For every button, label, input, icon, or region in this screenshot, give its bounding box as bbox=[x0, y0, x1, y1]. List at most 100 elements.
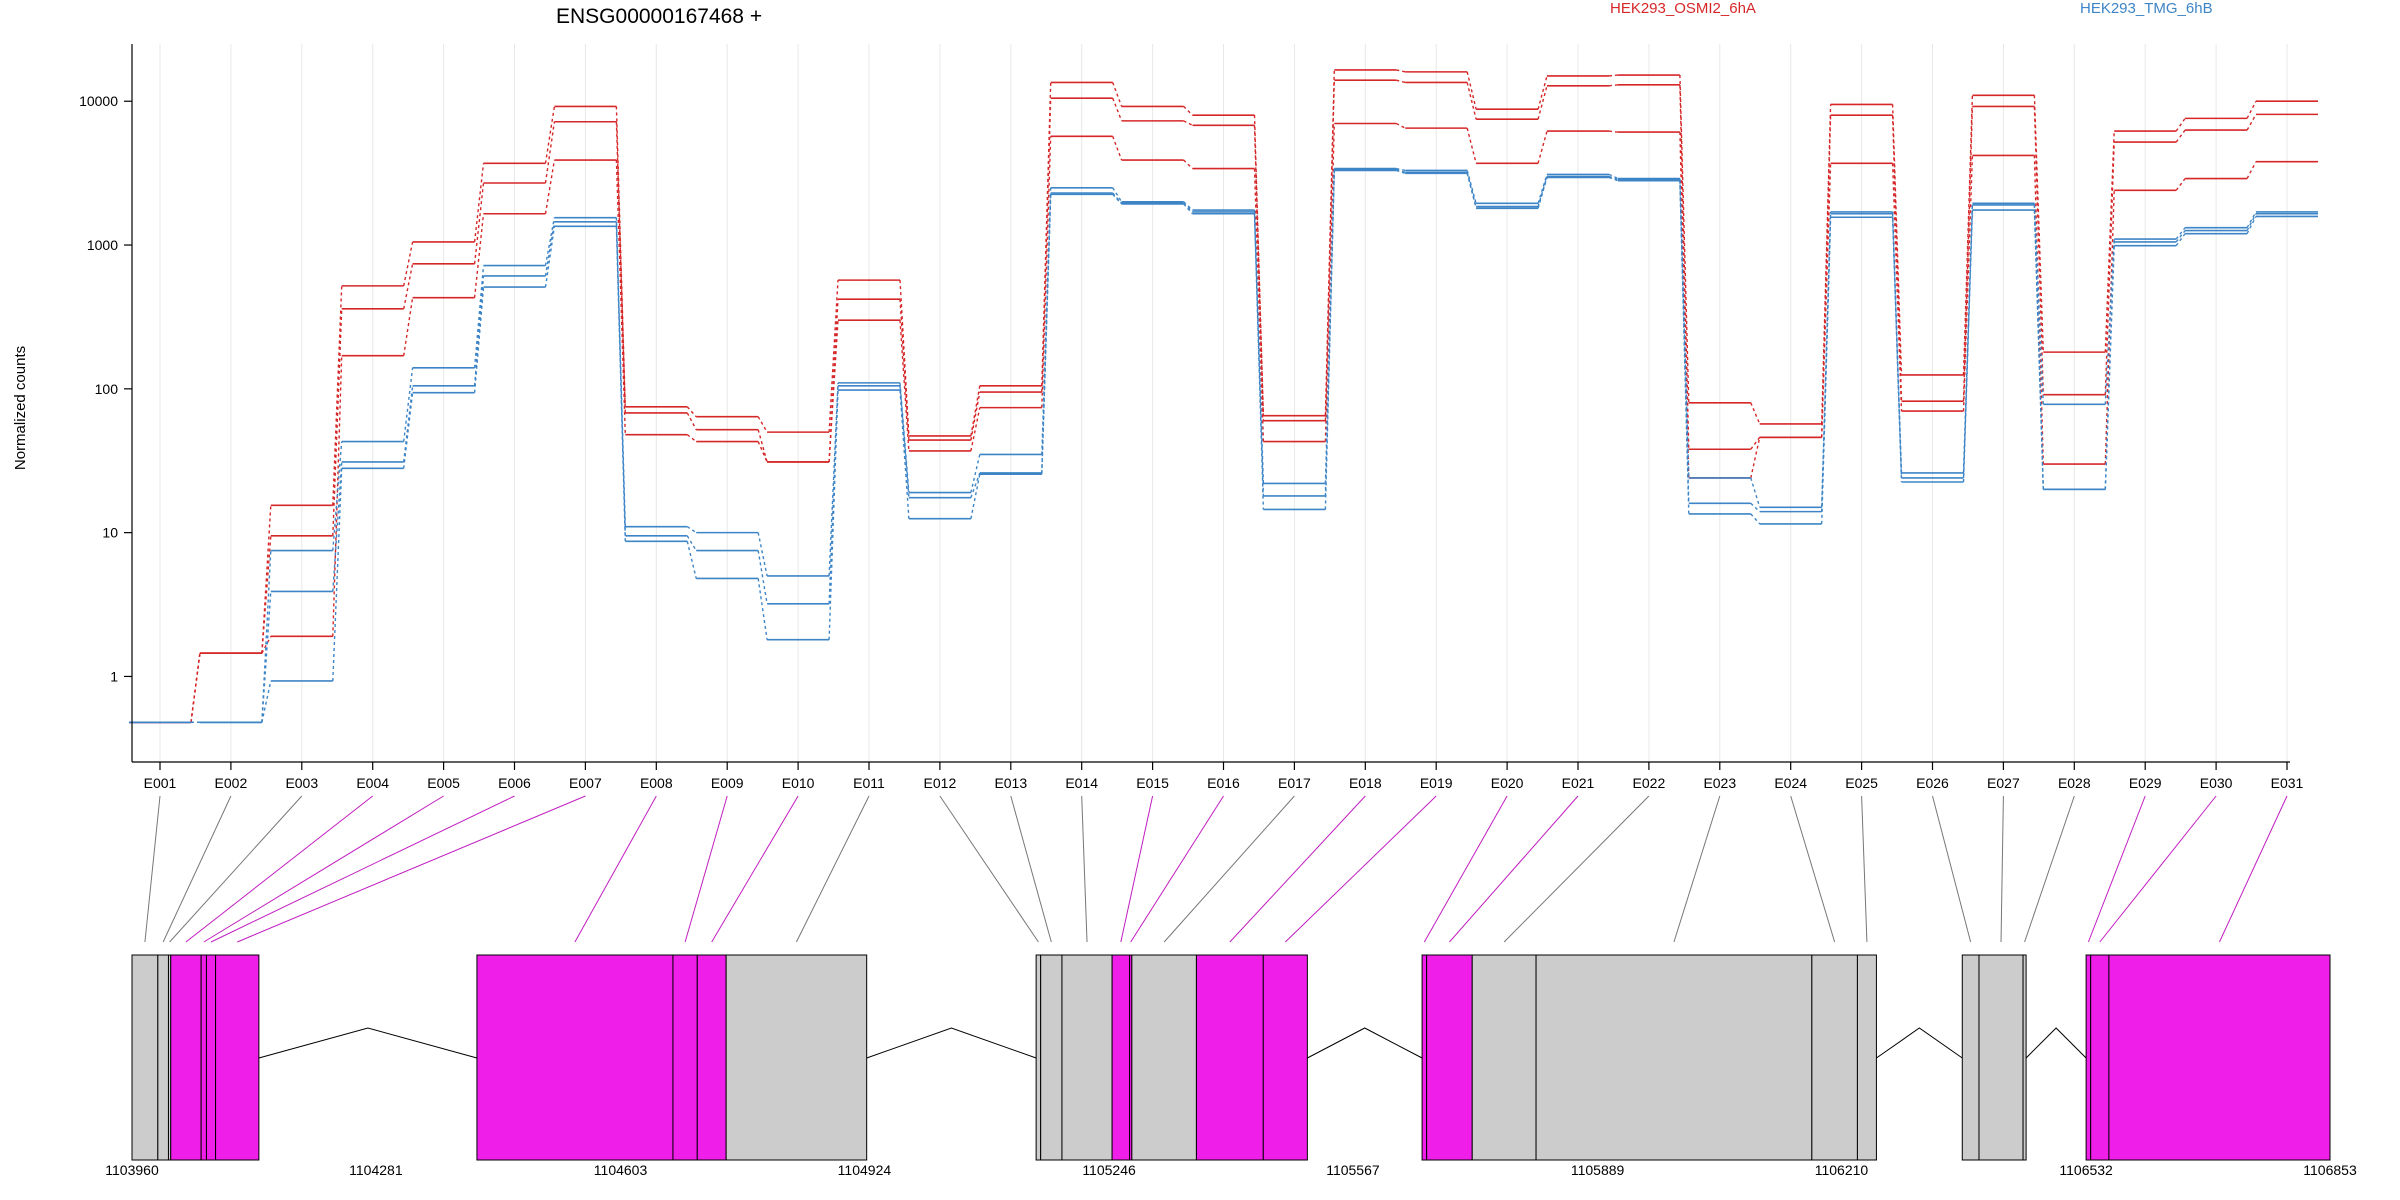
step-transition bbox=[1396, 168, 1406, 174]
coord-tick-label: 1105246 bbox=[1082, 1162, 1136, 1178]
connector-E019 bbox=[1284, 795, 1437, 943]
step-transition bbox=[615, 121, 626, 413]
coord-tick-label: 1104603 bbox=[594, 1162, 648, 1178]
legend-entry-osmi2: HEK293_OSMI2_6hA bbox=[1610, 0, 1756, 17]
connector-E003 bbox=[169, 795, 303, 943]
exon-block-E026 bbox=[1961, 954, 1980, 1161]
connector-E016 bbox=[1130, 795, 1224, 943]
exon-block-E018 bbox=[1195, 954, 1264, 1161]
series-hek293_tmg_6hb-5 bbox=[129, 169, 2318, 724]
x-tick-label: E008 bbox=[640, 775, 673, 791]
step-transition bbox=[757, 429, 768, 463]
step-transition bbox=[473, 275, 485, 386]
exon-block-E022 bbox=[1471, 954, 1537, 1161]
step-transition bbox=[403, 385, 414, 463]
intron-line bbox=[258, 1027, 478, 1059]
step-transition bbox=[2175, 129, 2186, 143]
step-transition bbox=[1537, 176, 1548, 207]
step-transition bbox=[686, 412, 697, 430]
exon-blocks bbox=[131, 954, 2331, 1161]
step-transition bbox=[2033, 210, 2044, 490]
connector-E011 bbox=[795, 795, 870, 943]
step-transition bbox=[686, 541, 697, 579]
series-hek293_tmg_6hb-3 bbox=[129, 167, 2318, 724]
exon-block-E028 bbox=[2022, 954, 2027, 1161]
step-transition bbox=[1253, 213, 1265, 510]
exon-block-E017 bbox=[1131, 954, 1197, 1161]
step-transition bbox=[544, 121, 556, 184]
exon-block-E029 bbox=[2085, 954, 2092, 1161]
exon-block-E002 bbox=[157, 954, 169, 1161]
step-transition bbox=[473, 182, 485, 264]
step-transition bbox=[1396, 169, 1406, 175]
connector-E029 bbox=[2087, 795, 2146, 943]
exon-block-E005 bbox=[200, 954, 207, 1161]
legend-entry-tmg: HEK293_TMG_6hB bbox=[2080, 0, 2213, 17]
step-transition bbox=[403, 367, 414, 442]
exon-block-E025 bbox=[1856, 954, 1877, 1161]
connector-E012 bbox=[939, 795, 1039, 943]
step-transition bbox=[544, 226, 556, 288]
exon-block-E012 bbox=[1035, 954, 1042, 1161]
exon-block-E019 bbox=[1262, 954, 1308, 1161]
x-tick-label: E004 bbox=[356, 775, 389, 791]
exon-block-E001 bbox=[131, 954, 159, 1161]
step-transition bbox=[757, 578, 768, 640]
step-transition bbox=[1041, 98, 1052, 393]
step-transition bbox=[1183, 105, 1193, 116]
step-transition bbox=[190, 653, 201, 723]
series-hek293_osmi2_6ha-1 bbox=[129, 79, 2318, 724]
connector-E002 bbox=[162, 795, 232, 943]
x-tick-label: E022 bbox=[1633, 775, 1666, 791]
step-transition bbox=[403, 392, 414, 469]
step-transition bbox=[899, 299, 910, 441]
x-tick-label: E011 bbox=[853, 775, 885, 791]
step-transition bbox=[261, 535, 272, 654]
step-transition bbox=[1324, 69, 1335, 416]
step-transition bbox=[1396, 79, 1406, 84]
exon-block-E030 bbox=[2090, 954, 2110, 1161]
step-transition bbox=[1041, 192, 1052, 473]
connector-E006 bbox=[210, 795, 515, 943]
step-transition bbox=[970, 385, 981, 437]
y-tick-label: 100 bbox=[95, 381, 119, 397]
gene-model-track: 1103960 1104281 1104603 1104924 1105246 11055… bbox=[105, 954, 2357, 1178]
coord-tick-label: 1106853 bbox=[2303, 1162, 2357, 1178]
step-transition bbox=[1537, 177, 1548, 209]
step-transition bbox=[1537, 130, 1548, 164]
step-transition bbox=[1750, 477, 1761, 508]
step-transition bbox=[1750, 437, 1761, 479]
x-tick-label: E029 bbox=[2129, 775, 2162, 791]
x-tick-label: E026 bbox=[1916, 775, 1949, 791]
step-transition bbox=[1608, 130, 1618, 133]
connector-E015 bbox=[1120, 795, 1154, 943]
connector-E008 bbox=[574, 795, 657, 943]
step-transition bbox=[686, 406, 697, 418]
plot-area: 1 10 100 1000 10000 E001 E002 E003 E004 E005 E006… bbox=[79, 44, 2318, 791]
step-transition bbox=[1962, 95, 1974, 375]
y-tick-label: 10000 bbox=[79, 93, 118, 109]
x-tick-label: E015 bbox=[1136, 775, 1169, 791]
step-transition bbox=[970, 472, 981, 498]
exon-block-E008 bbox=[476, 954, 674, 1161]
exon-block-E024 bbox=[1811, 954, 1858, 1161]
connector-E025 bbox=[1861, 795, 1868, 943]
step-transition bbox=[1112, 97, 1123, 122]
step-transition bbox=[1253, 125, 1265, 421]
x-tick-label: E031 bbox=[2271, 775, 2304, 791]
step-transition bbox=[1821, 104, 1832, 424]
connector-E014 bbox=[1081, 795, 1088, 943]
exon-block-E004 bbox=[170, 954, 202, 1161]
step-transition bbox=[473, 163, 485, 243]
coord-tick-label: 1106210 bbox=[1815, 1162, 1869, 1178]
connector-E004 bbox=[185, 795, 374, 943]
step-transition bbox=[1608, 173, 1619, 180]
exon-block-E027 bbox=[1978, 954, 2024, 1161]
step-transition bbox=[2033, 106, 2044, 395]
step-transition bbox=[970, 454, 981, 493]
step-transition bbox=[2175, 233, 2186, 247]
step-transition bbox=[1396, 167, 1406, 172]
step-transition bbox=[1821, 211, 1832, 508]
step-transition bbox=[473, 213, 485, 298]
